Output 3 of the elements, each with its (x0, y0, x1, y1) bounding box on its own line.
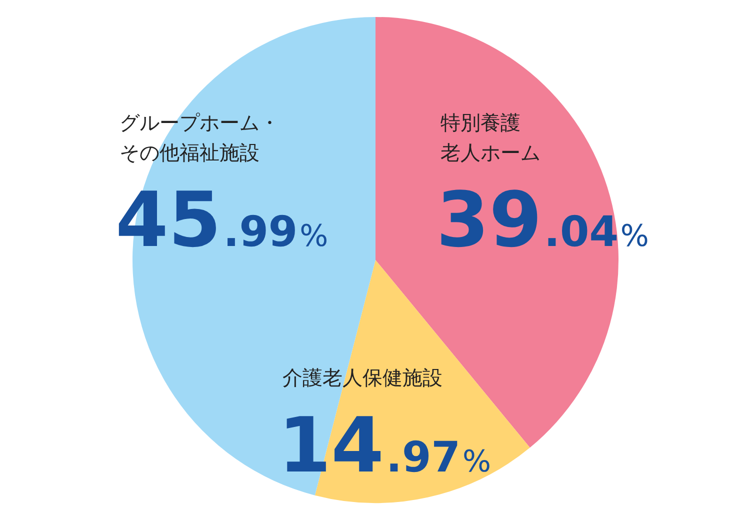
slice-label: グループホーム・その他福祉施設 (119, 110, 280, 164)
slice-label: 特別養護老人ホーム (440, 110, 540, 164)
data-label: 39.04% (436, 175, 649, 264)
